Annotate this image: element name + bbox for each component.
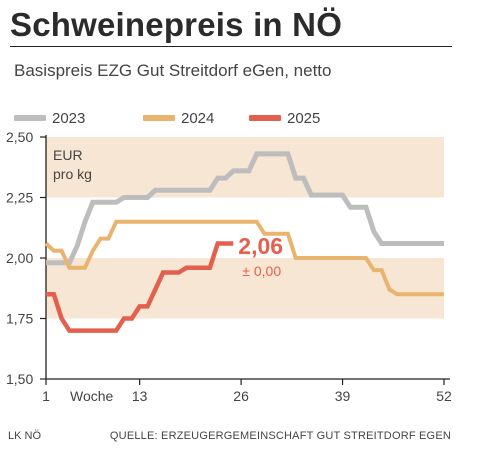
y-tick-label-2: 2,00 xyxy=(6,250,33,266)
legend-item-2023: 2023 xyxy=(14,108,85,128)
x-axis-label: Woche xyxy=(70,388,114,404)
series-line-2024 xyxy=(44,219,444,297)
footer-left: LK NÖ xyxy=(8,430,42,442)
x-tick-label-3: 39 xyxy=(335,388,351,404)
legend-label-2024: 2024 xyxy=(181,109,215,127)
chart-title: Schweinepreis in NÖ xyxy=(10,6,343,43)
legend-label-2025: 2025 xyxy=(287,109,321,127)
chart-subtitle: Basispreis EZG Gut Streitdorf eGen, nett… xyxy=(14,61,332,80)
x-tick-label-1: 13 xyxy=(132,388,148,404)
legend: 2023 2024 2025 xyxy=(0,108,484,128)
legend-swatch-2023 xyxy=(14,115,46,121)
y-tick-label-0: 1,50 xyxy=(6,371,33,387)
source-note: QUELLE: ERZEUGERGEMEINSCHAFT GUT STREITD… xyxy=(109,430,451,442)
legend-item-2025: 2025 xyxy=(249,108,320,128)
series-line-2023 xyxy=(46,151,444,266)
x-tick-label-2: 26 xyxy=(233,388,249,404)
legend-label-2023: 2023 xyxy=(52,109,86,127)
annotation-value: 2,06 xyxy=(238,233,283,259)
x-tick-label-0: 1 xyxy=(42,388,50,404)
y-tick-label-4: 2,50 xyxy=(6,129,33,145)
band-0 xyxy=(46,137,444,198)
x-tick-label-4: 52 xyxy=(436,388,452,404)
legend-item-2024: 2024 xyxy=(143,108,214,128)
band-1 xyxy=(46,258,444,319)
annotation-change: ± 0,00 xyxy=(242,263,281,279)
y-tick-label-3: 2,25 xyxy=(6,190,33,206)
unit-label-line1: EUR xyxy=(53,147,83,163)
title-rule xyxy=(10,46,452,47)
y-tick-label-1: 1,75 xyxy=(6,311,33,327)
unit-label-line2: pro kg xyxy=(53,166,92,182)
legend-swatch-2025 xyxy=(249,115,281,121)
series-line-2025 xyxy=(46,241,234,333)
legend-swatch-2024 xyxy=(143,115,175,121)
